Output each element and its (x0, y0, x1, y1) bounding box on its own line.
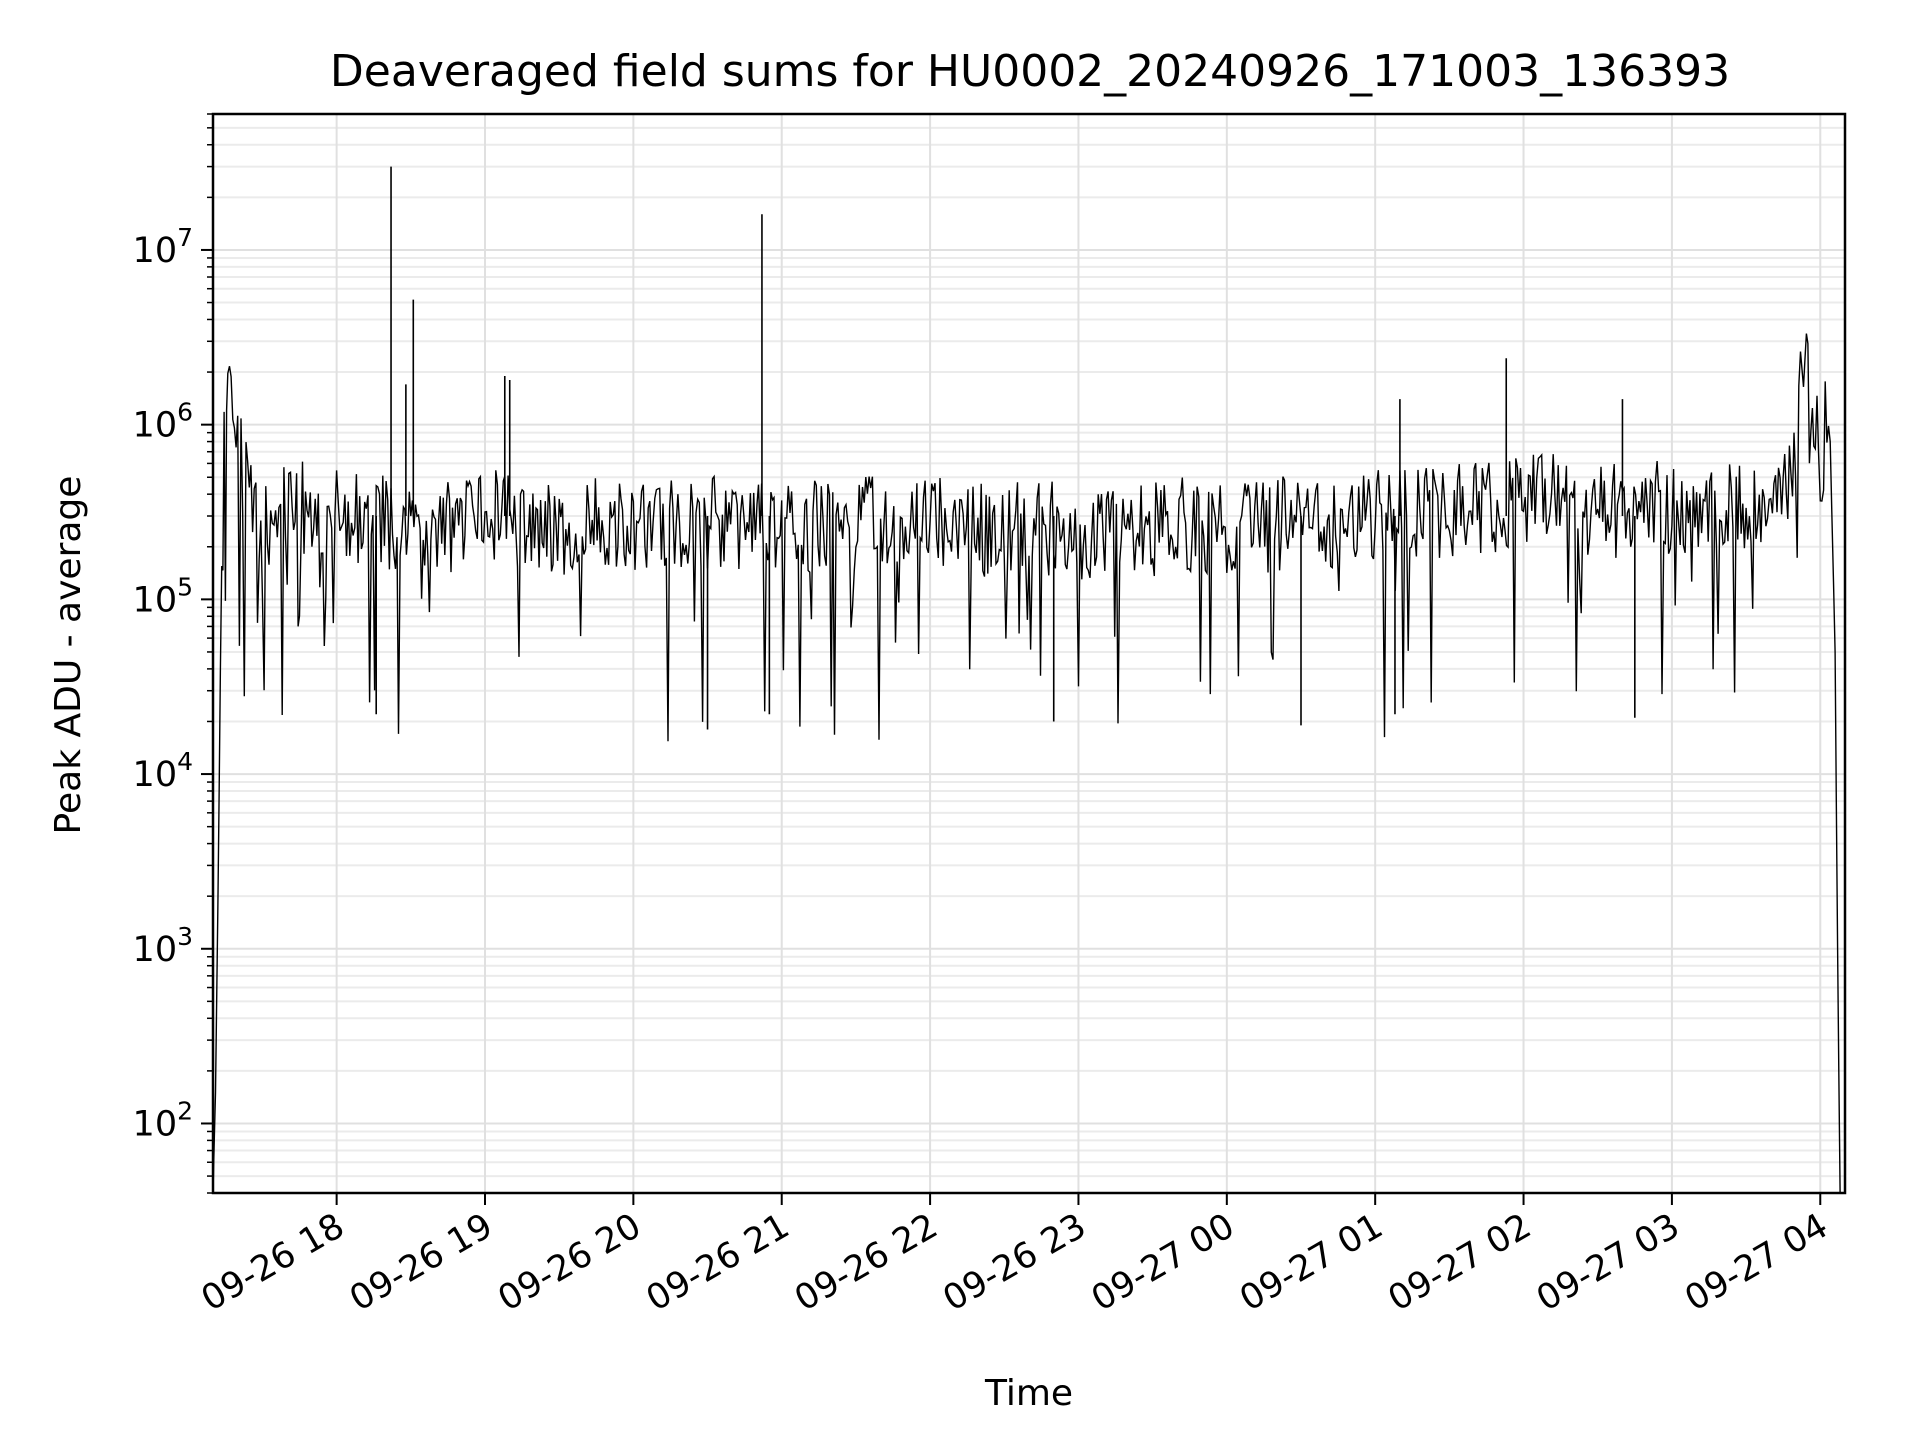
y-tick-label: 106 (133, 398, 193, 446)
y-axis-ticks: 102 103 104 105 106 107 (133, 113, 213, 1194)
plot-area (212, 166, 1841, 1194)
y-tick-label: 107 (133, 223, 193, 271)
chart-title: Deaveraged field sums for HU0002_2024092… (330, 46, 1730, 97)
x-axis-label: Time (984, 1373, 1073, 1414)
grid-lines (213, 113, 1845, 1194)
y-tick-label: 104 (133, 747, 193, 795)
y-tick-label: 105 (133, 572, 193, 620)
y-axis-label: Peak ADU - average (48, 476, 89, 835)
y-tick-label: 103 (133, 922, 193, 970)
plot-frame (211, 112, 1847, 1195)
y-tick-label: 102 (133, 1096, 193, 1144)
series-line (212, 333, 1841, 1194)
